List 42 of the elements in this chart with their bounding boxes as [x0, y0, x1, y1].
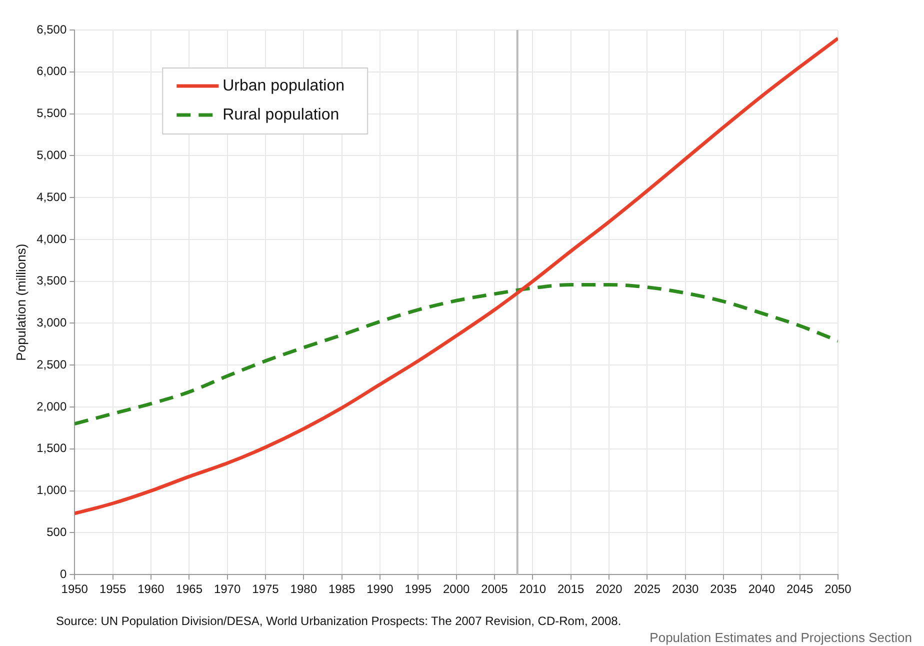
y-tick-label: 6,500: [36, 22, 67, 36]
x-tick-label: 1975: [252, 582, 280, 596]
y-tick-label: 5,000: [36, 148, 67, 162]
x-tick-label: 1985: [328, 582, 356, 596]
x-tick-label: 2000: [442, 582, 470, 596]
x-tick-label: 2005: [481, 582, 508, 596]
y-axis-title: Population (millions): [13, 244, 28, 361]
x-tick-label: 2030: [672, 582, 699, 596]
x-tick-label: 2035: [710, 582, 738, 596]
x-tick-label: 1995: [404, 582, 432, 596]
y-tick-label: 2,000: [36, 399, 67, 414]
x-tick-label: 1965: [176, 582, 203, 596]
x-tick-label: 1980: [290, 582, 318, 596]
y-tick-label: 1,500: [36, 441, 67, 456]
x-tick-label: 2045: [786, 582, 814, 596]
y-tick-label: 4,000: [36, 232, 67, 246]
y-tick-label: 5,500: [36, 106, 67, 120]
x-tick-label: 1955: [99, 582, 126, 596]
legend-label: Urban population: [222, 77, 345, 94]
line-series: [74, 36, 838, 516]
line-series: [74, 282, 838, 426]
x-tick-label: 1990: [366, 582, 394, 596]
y-tick-label: 6,000: [36, 64, 67, 78]
x-tick-label: 1970: [214, 582, 241, 596]
y-tick-label: 3,500: [36, 274, 67, 288]
y-tick-label: 3,000: [36, 316, 67, 330]
x-tick-label: 2010: [519, 582, 546, 596]
y-tick-label: 2,500: [36, 357, 67, 372]
y-tick-label: 500: [46, 525, 67, 540]
text: Population Estimates and Projections Section: [650, 630, 912, 645]
x-tick-label: 1960: [138, 582, 165, 596]
x-tick-label: 2020: [596, 582, 623, 596]
legend-label: Rural population: [222, 106, 340, 124]
x-tick-label: 1950: [61, 582, 88, 596]
source-note: Source: UN Population Division/DESA, World Urbanization Prospects: The 2007 Revision, CD-Rom, 2008.: [56, 614, 622, 628]
x-tick-label: 2015: [557, 582, 584, 596]
x-tick-label: 2025: [634, 582, 661, 596]
y-tick-label: 1,000: [36, 483, 67, 498]
x-tick-label: 2050: [824, 582, 852, 596]
x-tick-label: 2040: [748, 582, 776, 596]
y-tick-label: 4,500: [36, 190, 67, 204]
y-tick-label: 0: [60, 566, 67, 581]
